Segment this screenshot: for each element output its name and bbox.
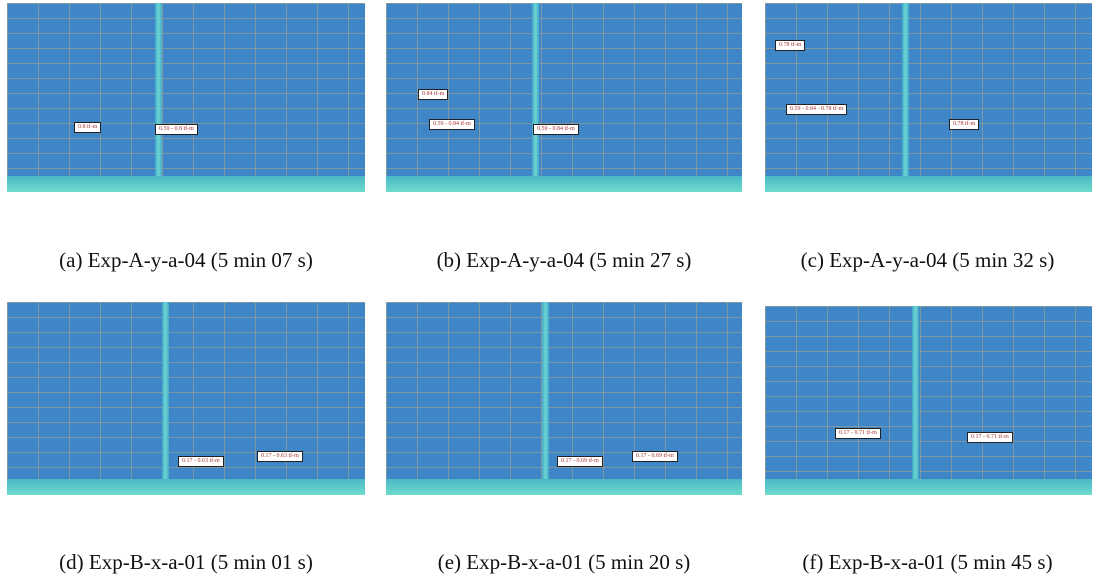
moment-label: 0.59 - 0.84 tf-m bbox=[533, 124, 579, 135]
caption: (c) Exp-A-y-a-04 (5 min 32 s) bbox=[800, 248, 1055, 272]
moment-label: 0.8 tf-m bbox=[74, 122, 102, 133]
caption: (f) Exp-B-x-a-01 (5 min 45 s) bbox=[802, 550, 1053, 574]
moment-label: 0.59 - 0.84 tf-m bbox=[429, 119, 475, 130]
moment-label: 0.17 - 0.71 tf-m bbox=[967, 432, 1013, 443]
moment-label: 0.17 - 0.63 tf-m bbox=[257, 451, 303, 462]
caption: (d) Exp-B-x-a-01 (5 min 01 s) bbox=[59, 550, 313, 574]
caption: (b) Exp-A-y-a-04 (5 min 27 s) bbox=[436, 248, 692, 272]
moment-label: 0.17 - 0.69 tf-m bbox=[632, 451, 678, 462]
caption: (e) Exp-B-x-a-01 (5 min 20 s) bbox=[437, 550, 691, 574]
photo bbox=[765, 306, 1092, 495]
photo bbox=[7, 3, 365, 192]
caption: (a) Exp-A-y-a-04 (5 min 07 s) bbox=[59, 248, 313, 272]
moment-label: 0.17 - 0.71 tf-m bbox=[835, 428, 881, 439]
moment-label: 0.59 - 0.84 - 0.78 tf-m bbox=[786, 104, 848, 115]
moment-label: 0.78 tf-m bbox=[949, 119, 980, 130]
moment-label: 0.17 - 0.69 tf-m bbox=[557, 456, 603, 467]
moment-label: 0.17 - 0.63 tf-m bbox=[178, 456, 224, 467]
photo bbox=[765, 3, 1092, 192]
moment-label: 0.84 tf-m bbox=[418, 89, 449, 100]
moment-label: 0.78 tf-m bbox=[775, 40, 806, 51]
photo bbox=[386, 302, 742, 495]
photo bbox=[386, 3, 742, 192]
moment-label: 0.59 - 0.8 tf-m bbox=[155, 124, 198, 135]
